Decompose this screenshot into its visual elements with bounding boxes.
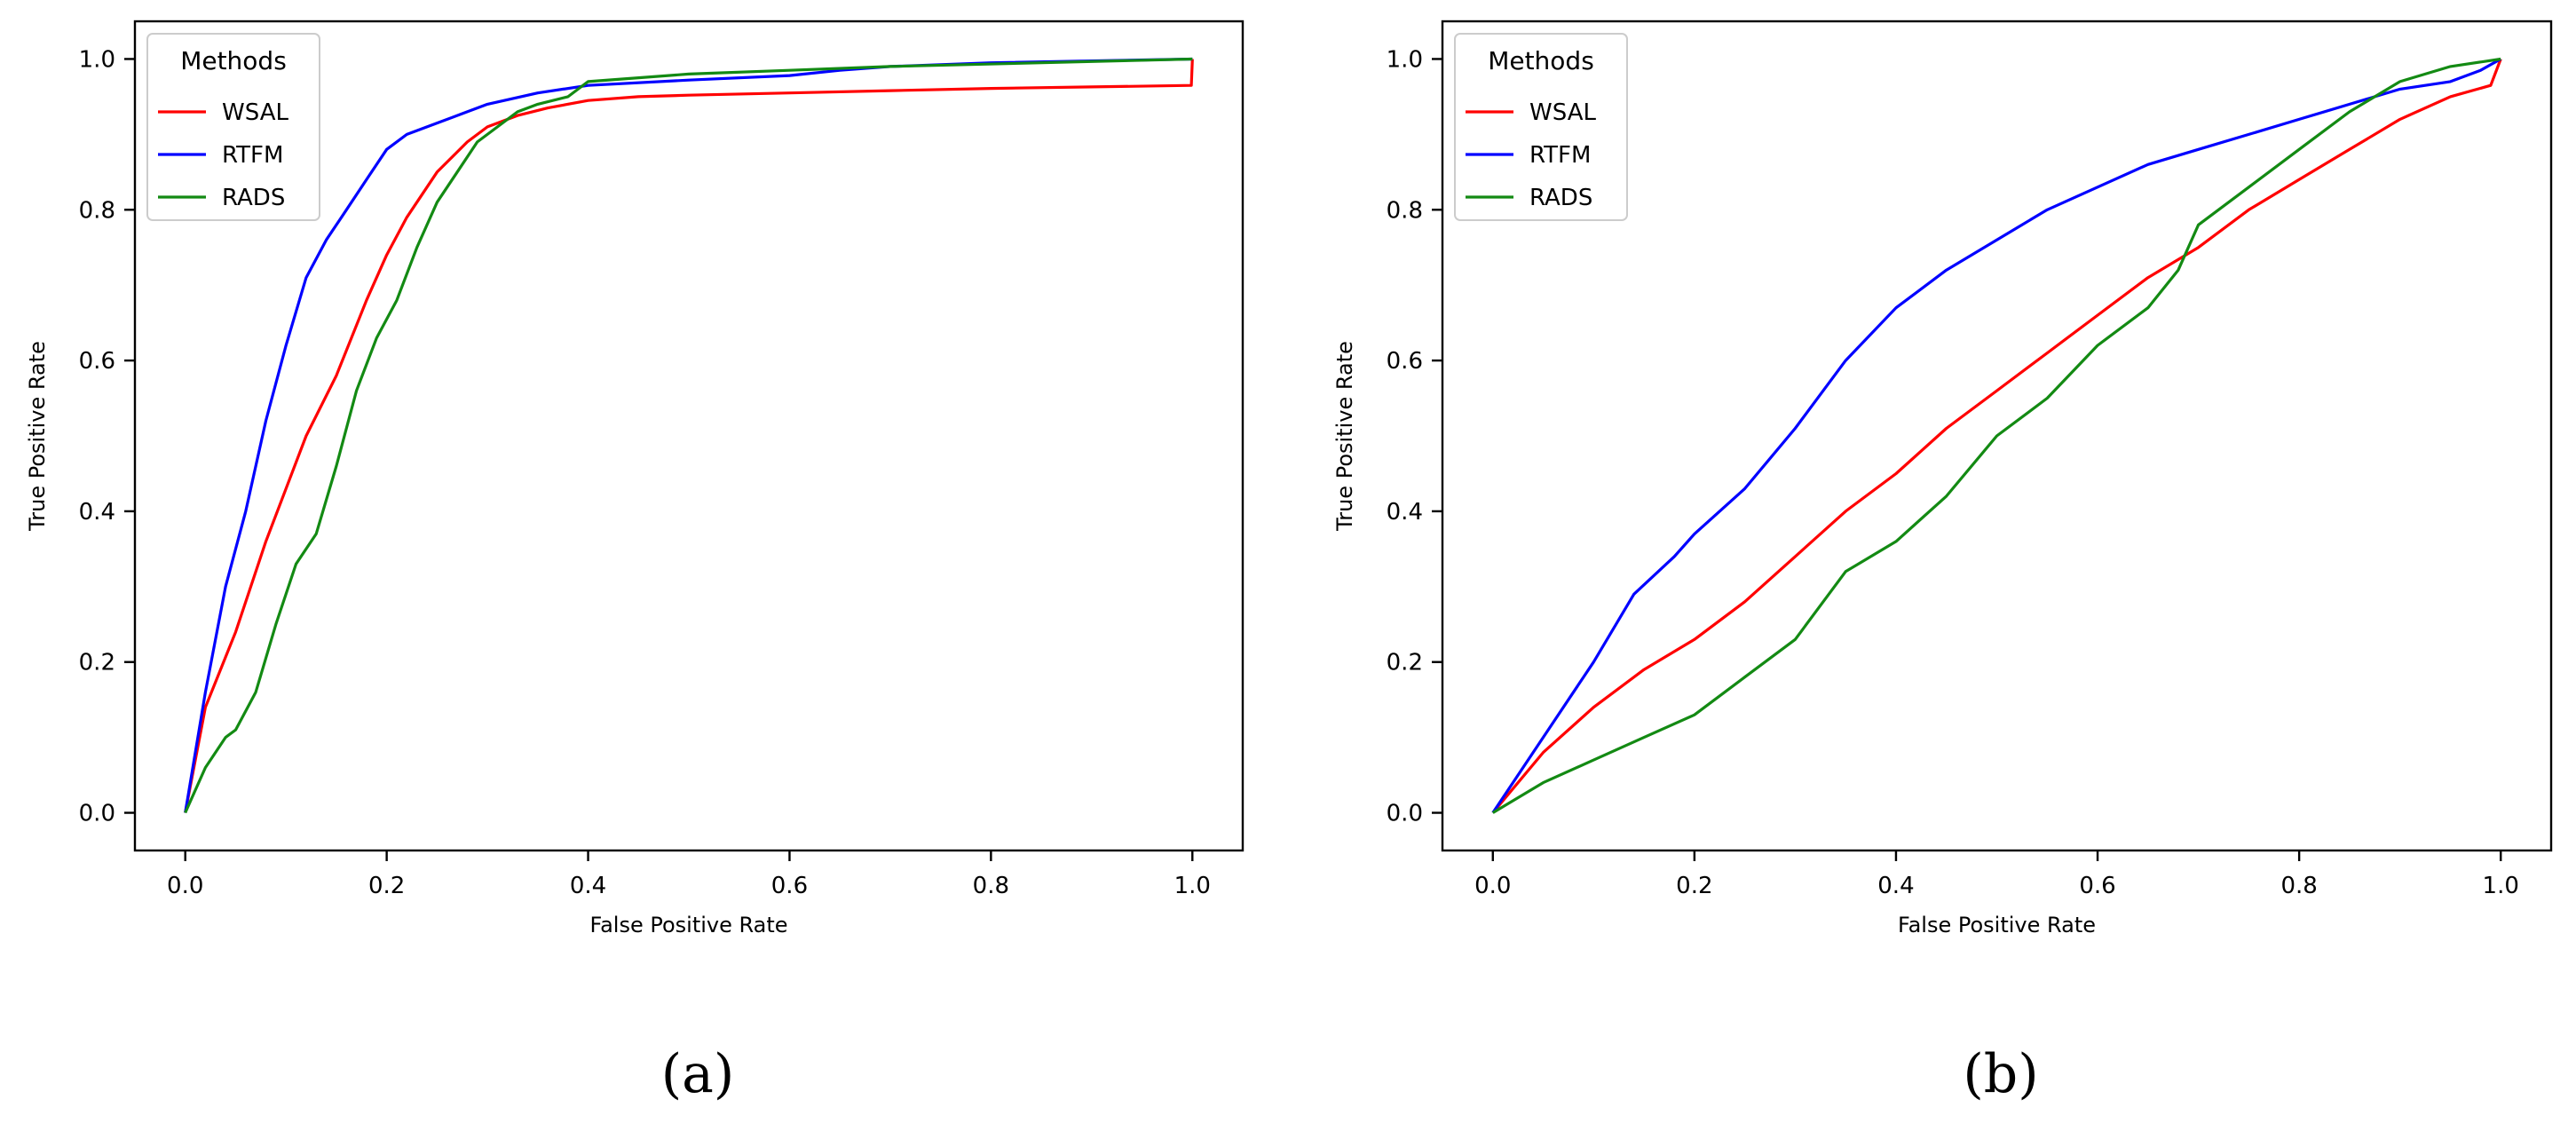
y-tick-label: 0.6 xyxy=(79,348,115,375)
y-tick-label: 0.6 xyxy=(1387,348,1423,375)
legend-title: Methods xyxy=(180,46,287,75)
x-axis-label: False Positive Rate xyxy=(589,913,787,937)
x-tick-label: 0.8 xyxy=(2280,873,2317,899)
legend-box xyxy=(1454,33,1628,221)
legend-label-wsal: WSAL xyxy=(222,99,288,126)
legend-label-rtfm: RTFM xyxy=(1529,142,1591,169)
y-tick-label: 0.4 xyxy=(1387,499,1423,526)
legend-label-wsal: WSAL xyxy=(1529,99,1596,126)
legend-title: Methods xyxy=(1488,46,1594,75)
y-tick-label: 0.8 xyxy=(1387,197,1423,224)
plot-frame xyxy=(1441,20,2553,852)
chart-panel-a: 0.0 0.2 0.4 0.6 0.8 1.0 0.0 0.2 0.4 0.6 0.8 1.0 Fals… xyxy=(25,20,1245,1105)
x-axis-label: False Positive Rate xyxy=(1898,913,2096,937)
y-axis-label: True Positive Rate xyxy=(25,341,50,532)
panel-caption: (a) xyxy=(661,1043,735,1105)
x-tick-label: 0.2 xyxy=(1676,873,1712,899)
y-tick-label: 0.0 xyxy=(1387,801,1423,827)
series-line-rads xyxy=(184,57,1193,814)
series-line-rads xyxy=(1491,57,2501,814)
legend-label-rtfm: RTFM xyxy=(222,142,283,169)
x-tick-label: 0.8 xyxy=(973,873,1009,899)
series-line-rtfm xyxy=(184,57,1193,813)
plot-frame xyxy=(133,20,1245,852)
y-tick-label: 0.4 xyxy=(79,499,115,526)
x-tick-label: 0.6 xyxy=(771,873,808,899)
y-tick-label: 1.0 xyxy=(79,46,115,73)
x-tick-label: 0.0 xyxy=(167,873,203,899)
y-axis-label: True Positive Rate xyxy=(1332,341,1357,532)
x-tick-label: 0.0 xyxy=(1474,873,1511,899)
series-line-wsal xyxy=(1491,58,2502,814)
y-tick-label: 0.2 xyxy=(79,650,115,676)
y-tick-label: 0.0 xyxy=(79,801,115,827)
x-tick-label: 0.4 xyxy=(1877,873,1914,899)
legend: Methods WSAL RTFM RADS xyxy=(146,33,320,221)
panel-caption: (b) xyxy=(1963,1043,2038,1105)
x-tick-label: 1.0 xyxy=(2483,873,2519,899)
legend-label-rads: RADS xyxy=(1529,185,1592,211)
y-tick-label: 0.2 xyxy=(1387,650,1423,676)
y-tick-label: 0.8 xyxy=(79,197,115,224)
legend-label-rads: RADS xyxy=(222,185,285,211)
x-tick-label: 1.0 xyxy=(1174,873,1211,899)
legend-box xyxy=(146,33,320,221)
y-tick-label: 1.0 xyxy=(1387,46,1423,73)
chart-panel-b: 0.0 0.2 0.4 0.6 0.8 1.0 0.0 0.2 0.4 0.6 0.8 1.0 Fals… xyxy=(1332,20,2553,1105)
x-tick-label: 0.2 xyxy=(368,873,405,899)
series-line-wsal xyxy=(184,59,1194,813)
x-tick-label: 0.4 xyxy=(570,873,606,899)
series-line-rtfm xyxy=(1491,58,2501,814)
legend: Methods WSAL RTFM RADS xyxy=(1454,33,1628,221)
x-tick-label: 0.6 xyxy=(2079,873,2115,899)
